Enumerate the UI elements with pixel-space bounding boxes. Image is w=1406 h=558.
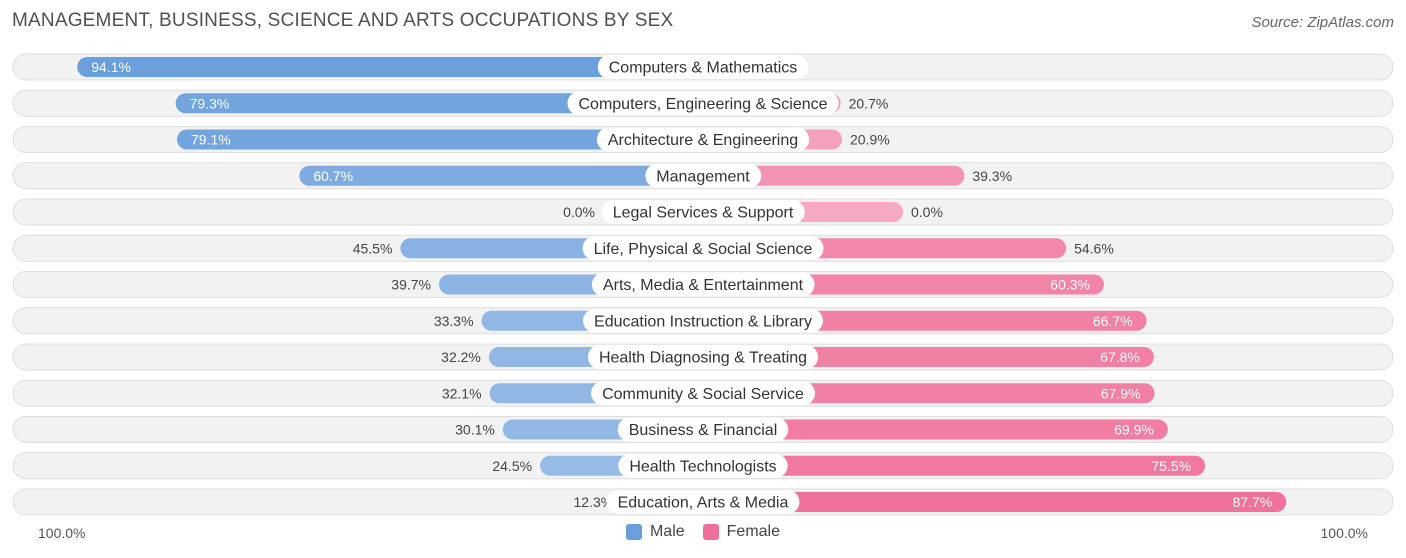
value-label-male: 0.0% — [563, 204, 595, 220]
bar-chart: 94.1%5.9%Computers & Mathematics 79.3% 20.… — [12, 53, 1394, 516]
value-label-male: 33.3% — [434, 313, 474, 329]
legend-item-male: Male — [625, 523, 685, 541]
value-label-female: 20.7% — [849, 95, 889, 111]
bar-male — [77, 57, 704, 77]
value-label-male: 94.1% — [91, 59, 131, 75]
value-label-male: 32.2% — [441, 349, 481, 365]
category-label: Architecture & Engineering — [608, 132, 798, 149]
category-pill — [587, 345, 819, 369]
value-label-male: 30.1% — [455, 422, 495, 438]
category-label: Life, Physical & Social Science — [594, 241, 813, 258]
bar-male — [299, 165, 703, 186]
legend-swatch-male — [625, 524, 642, 540]
category-pill — [601, 200, 805, 224]
bar-row: 32.2% 67.8% Health Diagnosing & Treating — [12, 343, 1394, 371]
bar-male — [176, 129, 704, 150]
value-label-female: 0.0% — [911, 204, 943, 220]
value-label-male: 60.7% — [313, 168, 353, 184]
bar-row: 33.3% 66.7% Education Instruction & Librar… — [12, 307, 1394, 335]
chart-source: Source: ZipAtlas.com — [1251, 14, 1394, 31]
bar-row: 79.3% 20.7% Computers, Engineering & Scien… — [12, 89, 1394, 117]
bar-female — [703, 383, 1155, 404]
legend-swatch-female — [702, 524, 719, 540]
value-label-female: 39.3% — [972, 168, 1012, 184]
bar-row: 45.5% 54.6% Life, Physical & Social Scienc… — [12, 234, 1394, 262]
category-pill — [591, 272, 815, 297]
category-label: Education Instruction & Library — [594, 313, 812, 330]
category-label: Arts, Media & Entertainment — [603, 277, 804, 294]
bar-female — [703, 419, 1168, 440]
bar-row: 30.1% 69.9% Business & Financial — [12, 416, 1394, 443]
category-label: Legal Services & Support — [613, 205, 794, 222]
chart-title: MANAGEMENT, BUSINESS, SCIENCE AND ARTS O… — [12, 10, 674, 31]
value-label-female: 67.8% — [1100, 349, 1140, 365]
category-pill — [606, 490, 800, 514]
category-label: Computers, Engineering & Science — [578, 96, 827, 113]
category-label: Health Diagnosing & Treating — [599, 350, 807, 367]
value-label-female: 20.9% — [850, 132, 890, 148]
value-label-female: 66.7% — [1093, 313, 1133, 329]
value-label-male: 45.5% — [353, 240, 393, 256]
value-label-female: 60.3% — [1050, 277, 1090, 293]
bar-row: 60.7% 39.3% Management — [12, 162, 1394, 190]
category-label: Health Technologists — [629, 458, 776, 475]
bar-row: 32.1% 67.9% Community & Social Service — [12, 379, 1394, 407]
value-label-female: 67.9% — [1101, 385, 1141, 401]
value-label-male: 24.5% — [492, 458, 532, 474]
bar-female — [703, 455, 1206, 476]
category-pill — [618, 453, 788, 478]
value-label-female: 87.7% — [1233, 494, 1273, 510]
category-label: Business & Financial — [629, 422, 778, 439]
legend: Male Female — [0, 523, 1406, 541]
value-label-male: 32.1% — [442, 385, 482, 401]
bar-female — [703, 492, 1287, 512]
bar-row: 94.1%5.9%Computers & Mathematics — [12, 53, 1394, 81]
value-label-female: 54.6% — [1074, 240, 1114, 256]
value-label-male: 12.3% — [574, 494, 614, 510]
bar-row: 79.1% 20.9% Architecture & Engineering — [12, 126, 1394, 153]
category-pill — [597, 55, 809, 79]
bar-row: 0.0% 0.0% Legal Services & Support — [12, 198, 1394, 226]
category-pill — [567, 91, 839, 116]
category-label: Community & Social Service — [602, 386, 804, 403]
bar-row: 12.3% 87.7% Education, Arts & Media — [12, 488, 1394, 516]
category-label: Education, Arts & Media — [618, 495, 789, 512]
category-pill — [583, 308, 823, 333]
value-label-female: 75.5% — [1151, 458, 1191, 474]
category-pill — [591, 381, 816, 406]
legend-label-male: Male — [649, 523, 685, 540]
axis-right-label: 100.0% — [1320, 525, 1368, 541]
value-label-male: 39.7% — [391, 277, 431, 293]
bar-female — [703, 165, 965, 186]
legend-label-female: Female — [726, 523, 781, 540]
bar-row: 24.5% 75.5% Health Technologists — [12, 452, 1394, 480]
value-label-male: 79.1% — [191, 132, 231, 148]
bar-row: 39.7% 60.3% Arts, Media & Entertainment — [12, 271, 1394, 298]
value-label-male: 79.3% — [190, 95, 230, 111]
legend-item-female: Female — [702, 523, 781, 541]
category-pill — [645, 163, 762, 188]
category-label: Computers & Mathematics — [609, 60, 798, 77]
value-label-female: 69.9% — [1114, 422, 1154, 438]
category-pill — [596, 127, 810, 152]
category-label: Management — [656, 168, 750, 185]
category-pill — [617, 417, 789, 442]
category-pill — [582, 236, 824, 261]
axis-left-label: 100.0% — [38, 525, 86, 541]
